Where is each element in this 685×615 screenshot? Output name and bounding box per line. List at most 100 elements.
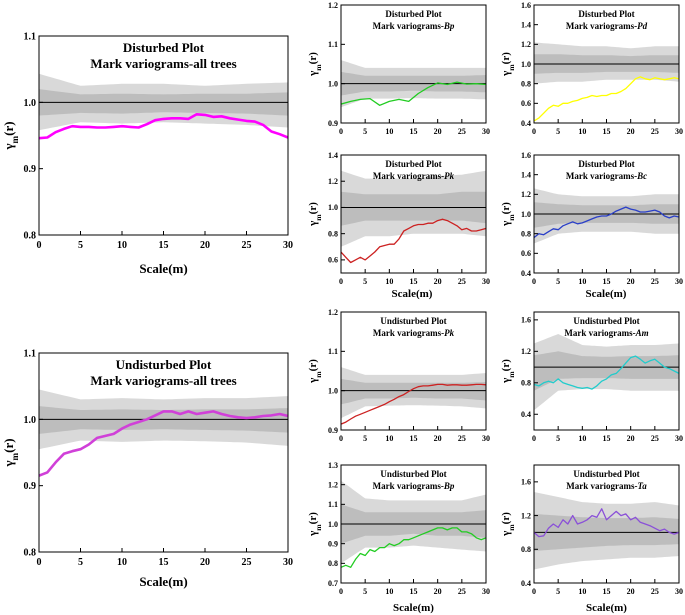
y-tick-label: 0.6	[521, 99, 531, 108]
data-point	[105, 435, 106, 437]
data-point	[562, 382, 564, 384]
x-tick-label: 5	[78, 240, 83, 251]
plot-area	[39, 389, 288, 477]
x-tick-label: 10	[578, 434, 586, 443]
data-point	[359, 413, 361, 415]
x-tick-label: 0	[339, 127, 343, 136]
chart-title-line-1: Undisturbed Plot	[380, 316, 446, 326]
data-point	[673, 77, 675, 79]
data-point	[413, 388, 414, 390]
data-point	[408, 391, 410, 392]
data-point	[204, 114, 206, 116]
chart-title-line-1: Disturbed Plot	[578, 159, 634, 169]
data-point	[359, 99, 361, 100]
data-point	[601, 215, 603, 217]
y-axis-label: γm(r)	[307, 202, 323, 227]
data-point	[146, 418, 148, 420]
data-point	[113, 126, 115, 128]
data-point	[591, 95, 593, 96]
y-tick-label: 1.0	[328, 386, 338, 395]
y-tick-label: 0.9	[328, 119, 338, 128]
y-tick-label: 1.4	[328, 151, 338, 160]
y-tick-label: 1.6	[521, 478, 531, 487]
data-point	[446, 384, 448, 386]
data-point	[138, 421, 140, 423]
data-point	[403, 230, 405, 232]
x-tick-label: 25	[458, 587, 466, 596]
data-point	[615, 210, 617, 212]
x-tick-label: 20	[200, 557, 210, 568]
y-tick-label: 0.8	[521, 545, 531, 554]
data-point	[88, 444, 90, 445]
data-point	[154, 119, 156, 121]
data-point	[456, 527, 458, 529]
data-point	[442, 527, 443, 529]
chart-panel-dist-pk: 0 5 10 15 20 25 30 0.6 0.8 1.0 1.2 1.4 Disturbed Plo…	[307, 151, 490, 286]
y-tick-label: 1.1	[328, 40, 338, 49]
data-point	[171, 411, 173, 412]
chart-panel-dist-pd: 0 5 10 15 20 25 30 0.4 0.6 0.8 1.0 1.2 1.4 1.6 Disturb…	[500, 1, 683, 136]
x-axis-label: Scale(m)	[139, 261, 187, 276]
data-point	[246, 120, 247, 122]
data-point	[591, 218, 593, 220]
x-tick-label: 20	[627, 277, 635, 286]
envelope-inner	[341, 191, 486, 226]
x-tick-label: 20	[434, 587, 442, 596]
data-point	[271, 131, 272, 132]
data-point	[129, 126, 131, 128]
y-tick-label: 0.7	[328, 579, 338, 588]
data-point	[388, 401, 390, 403]
y-tick-label: 0.8	[24, 231, 37, 242]
y-axis-label: γm(r)	[500, 512, 516, 537]
data-point	[639, 521, 641, 523]
data-point	[480, 384, 482, 385]
data-point	[581, 98, 583, 99]
x-tick-label: 30	[482, 277, 490, 286]
data-point	[80, 126, 81, 128]
y-axis-label: γm(r)	[307, 359, 323, 384]
data-point	[601, 380, 603, 382]
x-tick-label: 15	[603, 277, 611, 286]
data-point	[543, 234, 545, 236]
data-point	[668, 217, 670, 219]
data-point	[71, 450, 73, 452]
data-point	[350, 418, 352, 420]
x-tick-label: 10	[117, 557, 127, 568]
chart-title-line-2: Mark variograms-Bc	[566, 171, 647, 181]
data-point	[572, 221, 574, 223]
data-point	[96, 437, 98, 439]
data-point	[673, 533, 675, 535]
data-point	[586, 97, 588, 98]
data-point	[480, 229, 482, 231]
data-point	[374, 408, 376, 409]
chart-title-line-1: Disturbed Plot	[123, 40, 205, 55]
data-point	[654, 527, 656, 529]
data-point	[601, 95, 603, 96]
x-tick-label: 10	[578, 277, 586, 286]
data-point	[374, 251, 376, 253]
y-tick-label: 1.0	[328, 79, 338, 88]
data-point	[427, 385, 429, 387]
x-tick-label: 20	[434, 127, 442, 136]
y-tick-label: 1.1	[328, 500, 338, 509]
x-tick-label: 5	[363, 277, 367, 286]
plot-area	[341, 170, 486, 264]
data-point	[369, 255, 371, 257]
y-tick-label: 1.6	[521, 316, 531, 325]
x-tick-label: 20	[434, 434, 442, 443]
x-tick-label: 15	[603, 434, 611, 443]
data-point	[586, 220, 588, 222]
data-point	[408, 539, 410, 541]
data-point	[422, 385, 424, 387]
data-point	[557, 378, 559, 380]
data-point	[538, 385, 540, 387]
data-point	[673, 215, 675, 217]
y-tick-label: 1.2	[328, 1, 338, 10]
x-tick-label: 10	[117, 240, 127, 251]
data-point	[610, 93, 612, 94]
data-point	[188, 411, 189, 412]
data-point	[591, 388, 593, 390]
data-point	[417, 386, 419, 388]
x-tick-label: 30	[675, 277, 683, 286]
data-point	[437, 527, 439, 529]
